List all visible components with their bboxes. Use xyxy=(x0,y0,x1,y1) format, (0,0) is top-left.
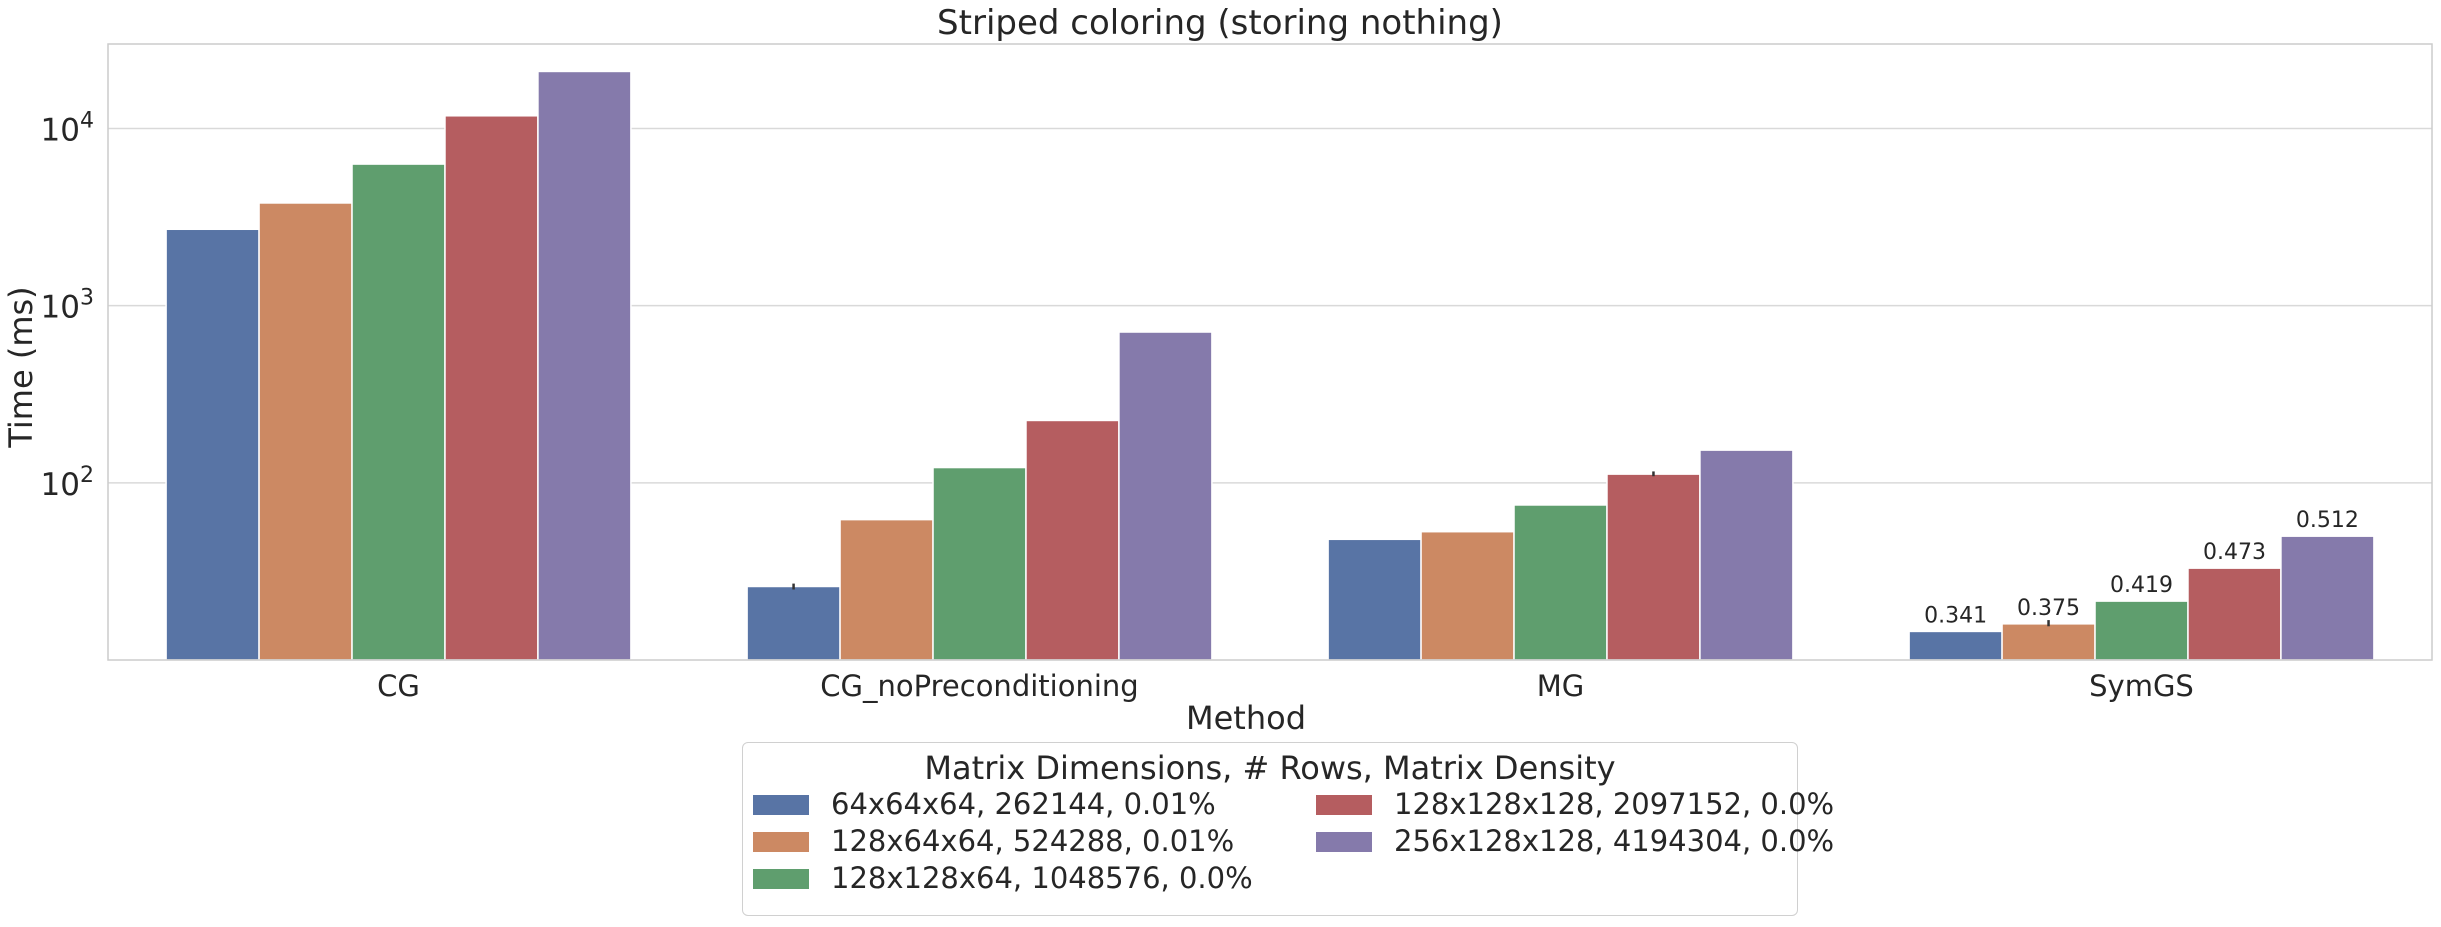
data-label: 0.375 xyxy=(2017,596,2080,621)
data-label: 0.512 xyxy=(2296,508,2359,533)
x-tick-label: CG_noPreconditioning xyxy=(820,669,1138,703)
chart-title: Striped coloring (storing nothing) xyxy=(937,3,1503,43)
bar xyxy=(1699,449,1794,661)
error-bars xyxy=(792,471,2050,627)
bar xyxy=(1908,630,2003,661)
y-tick-labels: 102 103 104 xyxy=(41,109,94,503)
bars xyxy=(165,70,2375,661)
y-tick-label: 102 xyxy=(41,463,94,503)
bar xyxy=(2280,535,2375,661)
plot-frame xyxy=(107,43,2433,661)
bar xyxy=(444,115,539,661)
bar xyxy=(1118,331,1213,661)
bar xyxy=(165,228,260,661)
legend-swatch xyxy=(1316,795,1372,815)
legend-label: 256x128x128, 4194304, 0.0% xyxy=(1394,824,1835,858)
x-tick-label: SymGS xyxy=(2089,669,2194,703)
y-tick-label: 104 xyxy=(41,109,94,149)
data-label: 0.473 xyxy=(2203,540,2266,565)
legend-label: 128x128x64, 1048576, 0.0% xyxy=(831,861,1253,895)
y-tick-label: 103 xyxy=(41,286,94,326)
x-axis-label: Method xyxy=(1186,699,1306,737)
bar xyxy=(351,163,446,661)
bar xyxy=(1513,504,1608,661)
bar xyxy=(746,585,841,661)
bar xyxy=(932,466,1027,661)
legend-label: 128x64x64, 524288, 0.01% xyxy=(831,824,1235,858)
legend-swatch xyxy=(1316,832,1372,852)
legend-title: Matrix Dimensions, # Rows, Matrix Densit… xyxy=(924,749,1616,787)
data-label: 0.341 xyxy=(1924,603,1987,628)
bar-annotations: 0.341 0.375 0.419 0.473 0.512 xyxy=(1924,508,2359,628)
legend-label: 64x64x64, 262144, 0.01% xyxy=(831,787,1216,821)
legend-label: 128x128x128, 2097152, 0.0% xyxy=(1394,787,1835,821)
x-tick-label: CG xyxy=(377,669,420,703)
bar xyxy=(1327,538,1422,661)
y-axis-label: Time (ms) xyxy=(2,286,40,448)
bar xyxy=(1420,530,1515,661)
x-tick-label: MG xyxy=(1537,669,1585,703)
bar xyxy=(537,70,632,661)
data-label: 0.419 xyxy=(2110,573,2173,598)
bar xyxy=(1606,473,1701,661)
bar xyxy=(839,518,934,661)
legend-swatch xyxy=(753,795,809,815)
x-tick-labels: CG CG_noPreconditioning MG SymGS xyxy=(377,669,2194,703)
bar xyxy=(1025,419,1120,661)
legend: Matrix Dimensions, # Rows, Matrix Densit… xyxy=(742,742,1834,916)
bar xyxy=(258,202,353,661)
bar xyxy=(2187,567,2282,661)
legend-swatch xyxy=(753,832,809,852)
legend-swatch xyxy=(753,869,809,889)
bar xyxy=(2094,600,2189,661)
bar xyxy=(2001,623,2096,661)
bar-chart: Striped coloring (storing nothing) Time … xyxy=(2,3,2433,737)
